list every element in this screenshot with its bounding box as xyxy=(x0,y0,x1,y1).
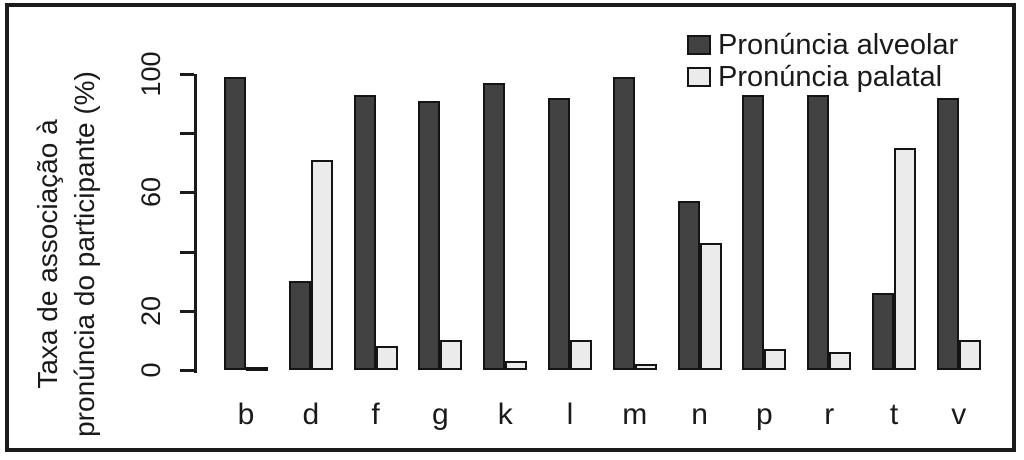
x-label-n: n xyxy=(691,398,708,431)
bar-alveolar-g xyxy=(418,100,441,370)
x-label-k: k xyxy=(497,398,513,431)
bar-palatal-n xyxy=(699,242,722,370)
chart-frame-border: Taxa de associação à pronúncia do partic… xyxy=(5,3,1016,452)
bar-alveolar-r xyxy=(807,94,830,370)
y-axis-title: Taxa de associação à pronúncia do partic… xyxy=(27,24,105,460)
bar-alveolar-b xyxy=(224,76,246,370)
bar-alveolar-f xyxy=(353,94,376,370)
x-label-t: t xyxy=(889,398,899,431)
legend-swatch-alveolar xyxy=(687,35,711,55)
bar-alveolar-m xyxy=(612,76,635,370)
bar-palatal-m xyxy=(634,364,657,370)
y-axis-title-line1: Taxa de associação à xyxy=(32,119,63,389)
y-tick-100 xyxy=(180,73,194,76)
bar-alveolar-l xyxy=(548,97,570,370)
y-tick-label-60: 60 xyxy=(135,177,166,208)
y-tick-20 xyxy=(180,309,194,313)
y-tick-label-20: 20 xyxy=(135,295,166,326)
bar-palatal-b xyxy=(246,367,268,372)
bar-palatal-t xyxy=(894,148,916,370)
bar-alveolar-k xyxy=(483,82,506,370)
x-label-b: b xyxy=(237,398,255,431)
bar-palatal-p xyxy=(764,349,787,370)
legend: Pronúncia alveolar Pronúncia palatal xyxy=(687,29,958,93)
bar-palatal-f xyxy=(375,346,398,370)
bar-alveolar-n xyxy=(677,201,700,370)
x-label-p: p xyxy=(756,398,773,431)
legend-item-palatal: Pronúncia palatal xyxy=(687,61,958,93)
y-axis-title-line2: pronúncia do participante (%) xyxy=(69,71,100,437)
x-label-v: v xyxy=(951,398,967,431)
legend-label-alveolar: Pronúncia alveolar xyxy=(718,28,959,61)
y-tick-80 xyxy=(180,132,194,136)
bar-alveolar-p xyxy=(742,94,765,370)
x-label-l: l xyxy=(566,398,574,431)
bar-palatal-r xyxy=(829,352,852,370)
x-label-g: g xyxy=(432,398,449,431)
x-label-m: m xyxy=(622,398,648,431)
y-tick-0 xyxy=(180,369,194,372)
y-tick-label-100: 100 xyxy=(135,51,166,97)
bar-alveolar-v xyxy=(936,97,959,370)
x-label-f: f xyxy=(371,398,380,431)
bar-alveolar-d xyxy=(288,281,311,370)
y-tick-40 xyxy=(180,250,194,254)
x-label-d: d xyxy=(302,398,320,431)
x-label-r: r xyxy=(824,398,835,431)
bar-palatal-g xyxy=(440,340,463,370)
y-axis-line xyxy=(194,74,197,373)
bar-palatal-k xyxy=(505,361,528,370)
bar-alveolar-t xyxy=(872,293,894,370)
bar-palatal-l xyxy=(570,340,592,370)
legend-item-alveolar: Pronúncia alveolar xyxy=(687,29,958,61)
y-tick-60 xyxy=(180,191,194,195)
bar-palatal-d xyxy=(310,159,333,370)
legend-label-palatal: Pronúncia palatal xyxy=(718,60,943,93)
legend-swatch-palatal xyxy=(687,67,711,87)
bar-palatal-v xyxy=(958,340,981,370)
